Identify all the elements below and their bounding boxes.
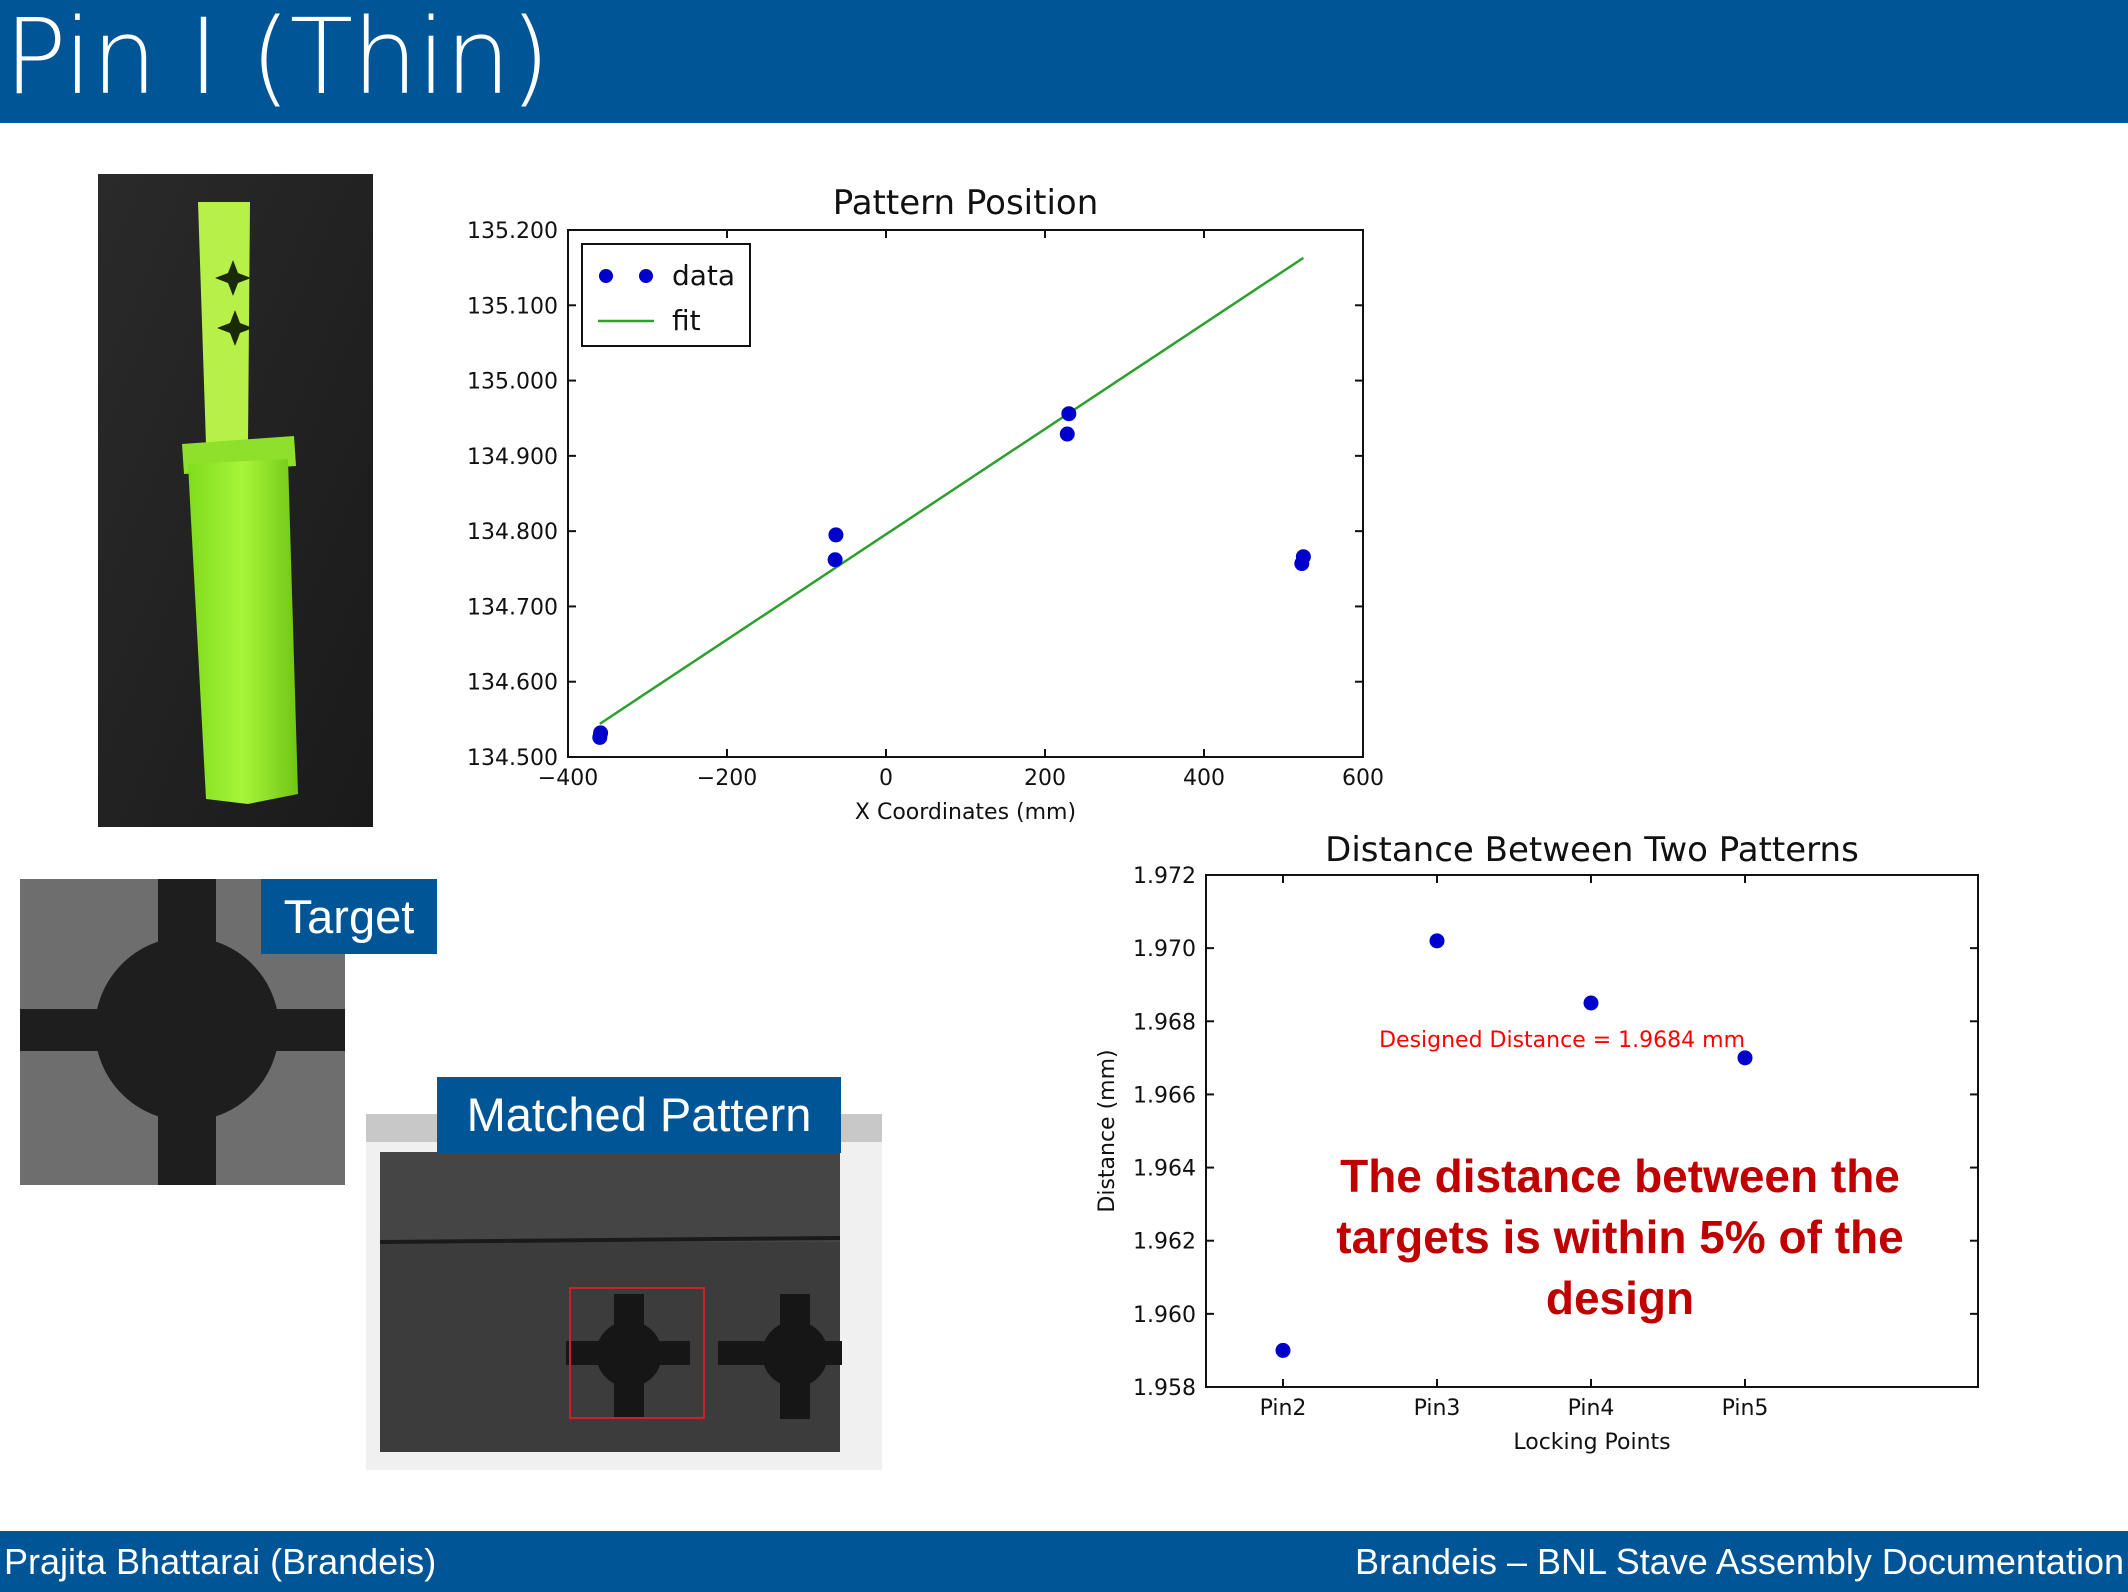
y-tick-label: 135.200 [467, 219, 558, 244]
x-tick-label: Pin3 [1414, 1396, 1461, 1421]
title-bar: Pin I (Thin) [0, 0, 2128, 123]
x-tick-label: 0 [879, 766, 893, 791]
footer-project: Brandeis – BNL Stave Assembly Documentat… [1354, 1541, 2124, 1582]
legend-marker-data [599, 269, 613, 283]
data-point [1275, 1342, 1291, 1358]
x-tick-label: −400 [538, 766, 598, 791]
y-tick-label: 135.000 [467, 370, 558, 395]
x-tick-label: Pin5 [1722, 1396, 1769, 1421]
y-tick-label: 1.958 [1133, 1376, 1196, 1401]
y-tick-label: 1.970 [1133, 937, 1196, 962]
legend-marker-data [639, 269, 653, 283]
y-tick-label: 135.100 [467, 294, 558, 319]
x-tick-label: 600 [1342, 766, 1384, 791]
y-axis-label: Distance (mm) [1095, 1049, 1120, 1212]
data-point [827, 552, 843, 568]
data-point [828, 527, 844, 543]
x-tick-label: Pin2 [1260, 1396, 1307, 1421]
data-point [593, 725, 609, 741]
data-point [1583, 995, 1599, 1011]
target-label: Target [261, 879, 437, 954]
y-tick-label: 1.962 [1133, 1230, 1196, 1255]
footer-author: Prajita Bhattarai (Brandeis) [4, 1541, 437, 1582]
pattern-position-chart: Pattern Position −400 −200 0 200 400 600 134.50… [467, 183, 1384, 825]
fit-line [599, 256, 1305, 725]
conclusion-callout: The distance between the targets is with… [1336, 1150, 1904, 1324]
designed-distance-annotation: Designed Distance = 1.9684 mm [1379, 1028, 1745, 1053]
footer: Prajita Bhattarai (Brandeis) Brandeis – … [0, 1531, 2128, 1592]
y-tick-label: 1.968 [1133, 1010, 1196, 1035]
x-tick-label: 200 [1024, 766, 1066, 791]
x-tick-label: −200 [697, 766, 757, 791]
data-point [1429, 933, 1445, 949]
distance-chart: Distance Between Two Patterns Pin2 Pin3 Pin… [1095, 830, 1979, 1455]
data-point [1294, 556, 1310, 572]
x-axis-label: Locking Points [1513, 1430, 1670, 1455]
y-tick-label: 134.900 [467, 445, 558, 470]
x-axis-label: X Coordinates (mm) [855, 800, 1076, 825]
chart-title: Distance Between Two Patterns [1325, 830, 1859, 870]
y-tick-label: 134.600 [467, 671, 558, 696]
page-title: Pin I (Thin) [4, 0, 550, 118]
y-tick-label: 1.966 [1133, 1083, 1196, 1108]
chart-title: Pattern Position [833, 183, 1099, 223]
y-tick-label: 1.972 [1133, 864, 1196, 889]
data-point [1061, 406, 1077, 422]
data-point [1059, 426, 1075, 442]
x-tick-label: Pin4 [1568, 1396, 1615, 1421]
y-tick-label: 134.700 [467, 595, 558, 620]
legend-box [581, 243, 751, 347]
data-point [1737, 1050, 1753, 1066]
matched-pattern-image [366, 1114, 882, 1470]
y-tick-label: 134.500 [467, 746, 558, 771]
y-tick-label: 134.800 [467, 520, 558, 545]
plot-area [1205, 874, 1979, 1388]
legend-label-data: data [672, 259, 735, 292]
y-tick-label: 1.964 [1133, 1157, 1196, 1182]
matched-pattern-label: Matched Pattern [437, 1077, 841, 1153]
y-tick-label: 1.960 [1133, 1303, 1196, 1328]
legend-label-fit: fit [672, 304, 701, 337]
x-tick-label: 400 [1183, 766, 1225, 791]
pin-photo [98, 174, 373, 827]
